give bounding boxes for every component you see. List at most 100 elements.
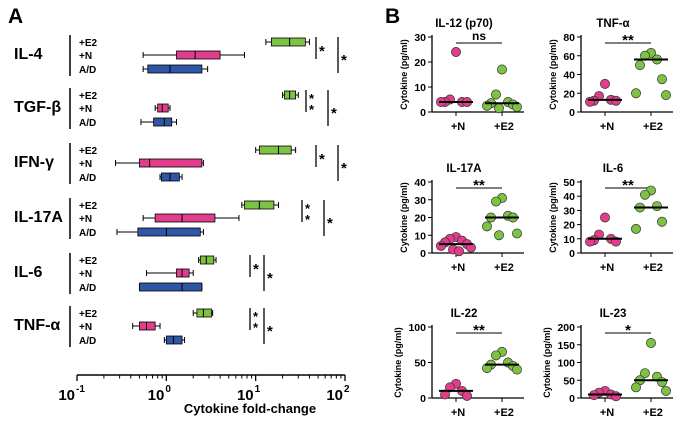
plot-il17a-x-tick-label: +N <box>451 262 465 274</box>
plot-il23-point-e2 <box>646 338 656 348</box>
panel-b-label: B <box>385 5 400 28</box>
plot-il6-y-tick-label: 10 <box>563 234 575 246</box>
cytokine-label-ifn: IFN-γ <box>14 154 54 171</box>
box-il-6-n <box>176 268 190 278</box>
sig-star: * <box>305 212 311 227</box>
plot-il23-y-tick-label: 50 <box>563 375 575 387</box>
series-label-n: +N <box>79 159 92 170</box>
plot-il22-point-e2 <box>482 363 492 374</box>
plot-il17a-title: IL-17A <box>446 163 481 175</box>
plot-il17a-point-e2 <box>482 221 492 232</box>
plot-tnfa-point-e2 <box>631 88 641 99</box>
plot-il6-sig-label: ** <box>622 177 634 194</box>
plot-il6: IL-6 0 10 20 30 40 50 Cytokine (pg/ml) +N +E2 ** <box>548 163 673 274</box>
plot-il17a-sig-label: ** <box>473 177 485 194</box>
series-label-n: +N <box>79 322 92 333</box>
plot-il12-point-e2 <box>491 89 501 100</box>
box-tnf-a-d <box>165 335 183 345</box>
plot-il22-x-tick-label: +E2 <box>494 407 514 419</box>
panel-a-label: A <box>8 5 23 28</box>
plot-tnfa-point-e2 <box>657 74 667 85</box>
plot-il22-y-tick-label: 100 <box>408 322 426 334</box>
plot-il12-point-n <box>451 47 461 57</box>
plot-il6-point-n <box>600 212 610 223</box>
plot-il17a-y-tick-label: 10 <box>414 230 426 242</box>
sig-star: * <box>319 151 325 168</box>
plot-il17a-x-tick-label: +E2 <box>494 262 514 274</box>
box-ifn-e2 <box>258 145 292 155</box>
plot-il17a: IL-17A 0 10 20 30 40 Cytokine (pg/ml) +N +E2 ** <box>399 163 524 274</box>
plot-il17a-y-tick-label: 30 <box>414 195 426 207</box>
plot-il6-y-tick-label: 50 <box>563 177 575 189</box>
box-tnf-e2 <box>196 308 212 318</box>
plot-il22: IL-22 0 50 100 Cytokine (pg/ml) +N +E2 ** <box>393 308 524 419</box>
plot-tnfa-y-tick-label: 40 <box>563 70 575 82</box>
plot-il22-point-e2 <box>491 350 501 361</box>
box-il-6-e2 <box>199 255 215 265</box>
plot-il12-y-tick-label: 30 <box>414 32 426 44</box>
box-tgf-a-d <box>153 117 173 127</box>
series-label-e2: +E2 <box>79 91 98 102</box>
cytokine-scatter-panels: IL-12 (p70) 0 10 20 30 Cytokine (pg/ml) +N +E2 n… <box>393 18 673 419</box>
plot-il6-y-tick-label: 0 <box>569 248 575 260</box>
sig-star: * <box>341 160 347 177</box>
plot-tnfa-y-tick-label: 80 <box>563 32 575 44</box>
sig-star: * <box>305 201 311 216</box>
plot-tnfa-x-tick-label: +E2 <box>643 121 663 133</box>
plot-il12-point-e2 <box>497 64 507 75</box>
sig-star: * <box>309 91 315 106</box>
plot-il6-y-tick-label: 40 <box>563 191 575 203</box>
plot-il22-y-tick-label: 0 <box>420 393 426 405</box>
plot-tnfa-point-n <box>585 96 595 107</box>
plot-il23-y-tick-label: 200 <box>557 322 575 334</box>
sig-star: * <box>331 105 337 122</box>
sig-star: * <box>253 309 259 324</box>
plot-il23-y-tick-label: 150 <box>557 340 575 352</box>
plot-tnfa-point-e2 <box>635 60 645 71</box>
x-tick-label-base: 10 <box>148 387 165 404</box>
series-label-e2: +E2 <box>79 256 98 267</box>
plot-il17a-y-tick-label: 0 <box>420 248 426 260</box>
series-label-e2: +E2 <box>79 201 98 212</box>
plot-il23-x-tick-label: +E2 <box>643 407 663 419</box>
plot-il12: IL-12 (p70) 0 10 20 30 Cytokine (pg/ml) +N +E2 n… <box>399 18 524 133</box>
series-label-a-d: A/D <box>79 65 96 76</box>
plot-il22-point-n <box>440 389 450 400</box>
plot-il17a-point-e2 <box>494 230 504 241</box>
series-label-n: +N <box>79 214 92 225</box>
box-ifn-n <box>139 158 203 168</box>
plot-tnfa-y-axis-title: Cytokine (pg/ml) <box>548 39 558 110</box>
plot-il22-point-n <box>445 382 455 393</box>
plot-il17a-point-e2 <box>491 196 501 207</box>
plot-tnfa: TNF-α 0 20 40 60 80 Cytokine (pg/ml) +N +E2 ** <box>548 18 673 133</box>
plot-il22-y-tick-label: 50 <box>414 358 426 370</box>
plot-il6-title: IL-6 <box>603 163 623 175</box>
series-label-a-d: A/D <box>79 336 96 347</box>
cytokine-label-il-6: IL-6 <box>14 264 43 281</box>
plot-il12-x-tick-label: +N <box>451 121 465 133</box>
sig-star: * <box>319 43 325 60</box>
plot-tnfa-sig-label: ** <box>622 32 634 49</box>
x-axis-title: Cytokine fold-change <box>184 401 316 416</box>
x-tick-label-base: 10 <box>58 387 75 404</box>
series-label-n: +N <box>79 51 92 62</box>
plot-tnfa-point-n <box>600 78 610 89</box>
plot-tnfa-y-tick-label: 60 <box>563 51 575 63</box>
plot-il17a-point-e2 <box>512 228 522 239</box>
plot-il22-sig-label: ** <box>473 322 485 339</box>
x-tick-label-exponent: 2 <box>344 384 350 395</box>
plot-il6-x-tick-label: +E2 <box>643 262 663 274</box>
sig-star: * <box>267 270 273 287</box>
plot-il6-y-axis-title: Cytokine (pg/ml) <box>548 182 558 253</box>
plot-il23-sig-label: * <box>625 322 631 339</box>
plot-il23-point-n <box>611 391 621 402</box>
x-tick-label-exponent: 0 <box>165 384 171 395</box>
series-label-a-d: A/D <box>79 173 96 184</box>
series-label-a-d: A/D <box>79 118 96 129</box>
series-label-a-d: A/D <box>79 283 96 294</box>
box-il-17a-a-d <box>137 227 201 237</box>
plot-il17a-point-n <box>466 242 476 253</box>
plot-il17a-point-n <box>436 240 446 251</box>
